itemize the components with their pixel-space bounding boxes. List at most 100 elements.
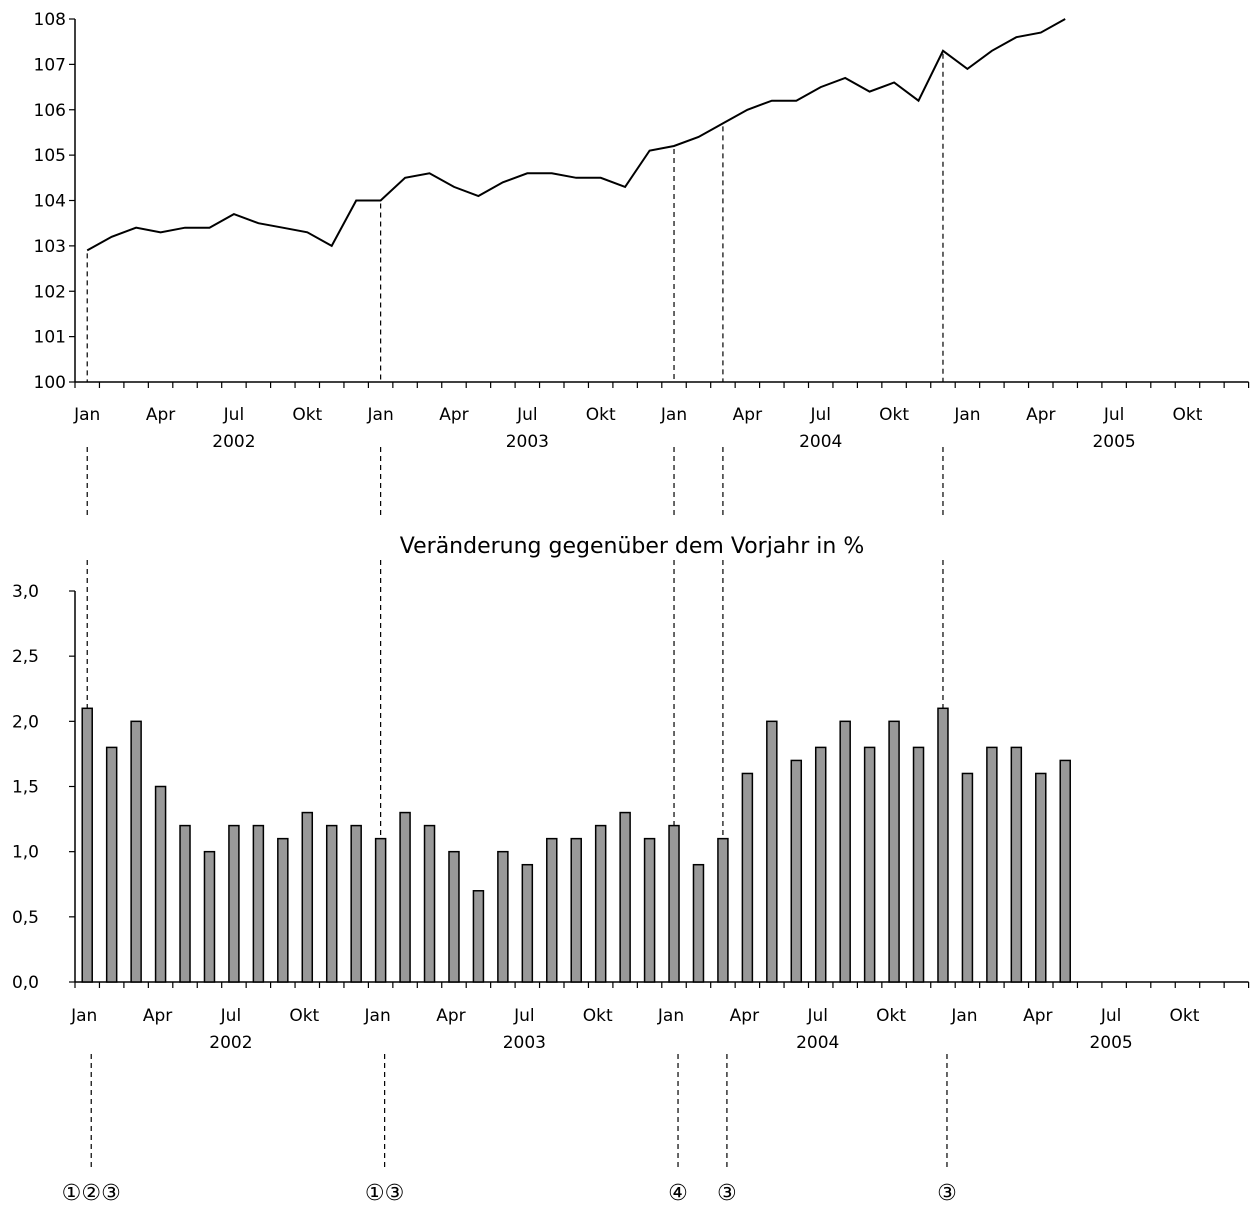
bar-chart-year-label: 2003 [503,1033,546,1053]
line-chart-year-label: 2003 [506,432,549,452]
bar [839,720,851,983]
line-chart-month-label: Jul [516,405,538,425]
line-chart-y-tick-label: 104 [34,192,66,212]
bar [986,746,998,983]
bar-chart-month-label: Okt [289,1006,319,1026]
bar [472,890,485,983]
bar [790,759,803,983]
bar [717,837,729,983]
bar [594,824,607,983]
bar-chart-subtitle: Veränderung gegenüber dem Vorjahr in % [400,534,864,559]
bar [350,824,362,983]
event-marker-label: ③ [937,1181,957,1206]
bar [961,772,974,983]
bar [399,811,411,983]
line-chart-month-label: Okt [292,405,322,425]
line-chart-y-tick-label: 101 [34,328,66,348]
event-marker-label: ④ [668,1181,688,1206]
bar [301,811,314,983]
event-markers: ①②③ ①③ ④ ③ ③ [62,53,957,1206]
bar-chart-y-tick-label: 1,0 [12,843,39,863]
bar [497,850,509,983]
bar [692,863,705,983]
line-chart-y-tick-label: 107 [34,55,66,75]
bar [179,824,191,983]
line-chart-month-label: Apr [1026,405,1055,425]
bar [570,837,582,983]
bar-chart-month-label: Jul [806,1006,828,1026]
bar [1035,772,1047,983]
index-line-chart: 100 101 102 103 104 105 106 107 108 Jan Apr Jul Okt J… [34,10,1250,452]
bar-chart-month-label: Apr [730,1006,759,1026]
bar [81,707,93,983]
line-chart-month-label: Jan [660,405,687,425]
bar [448,850,460,983]
bar [619,811,631,983]
bar-chart-y-tick-label: 1,5 [12,778,39,798]
line-chart-month-label: Apr [439,405,468,425]
bar [252,824,265,983]
line-chart-year-label: 2002 [212,432,255,452]
bar [766,720,778,983]
bar [863,746,876,983]
line-chart-month-label: Jan [953,405,980,425]
bar-chart-month-label: Jul [1100,1006,1122,1026]
bar-chart-y-tick-label: 2,5 [12,647,39,667]
line-chart-year-label: 2005 [1092,432,1135,452]
line-chart-month-label: Apr [146,405,175,425]
bar [521,863,534,983]
bar [203,850,216,983]
event-marker-label: ①③ [365,1181,404,1206]
line-chart-month-label: Jul [1103,405,1125,425]
bar-chart-y-tick-label: 3,0 [12,582,39,602]
line-chart-y-tick-label: 103 [34,237,66,257]
bar-chart-y-tick-label: 0,5 [12,908,39,928]
bar [888,720,900,983]
bar-chart-month-label: Okt [876,1006,906,1026]
line-chart-y-tick-label: 102 [34,282,66,302]
line-chart-month-label: Okt [879,405,909,425]
bar-chart-month-label: Apr [143,1006,172,1026]
bar-chart-month-label: Apr [1023,1006,1052,1026]
line-chart-month-label: Jul [223,405,245,425]
bar-chart-month-label: Apr [436,1006,465,1026]
bar-chart-year-label: 2002 [209,1033,252,1053]
bar [154,785,167,983]
bar [105,746,118,983]
bar-chart-y-tick-label: 2,0 [12,712,39,732]
bar [1059,759,1071,983]
bar-chart-month-label: Jan [950,1006,977,1026]
line-chart-y-tick-label: 100 [34,373,66,393]
line-chart-month-label: Jul [809,405,831,425]
bar-chart-month-label: Okt [583,1006,613,1026]
event-marker-label: ①②③ [62,1181,121,1206]
bar [130,720,142,983]
bar [423,824,436,983]
bar-chart-month-label: Jul [220,1006,242,1026]
bar-chart-month-label: Jan [70,1006,97,1026]
bar [546,837,558,983]
bar [228,824,240,983]
line-chart-month-label: Apr [733,405,762,425]
bar [912,746,925,983]
bar-chart-month-label: Okt [1170,1006,1200,1026]
bar [741,772,754,983]
bar [325,824,338,983]
bar-chart-y-tick-label: 0,0 [12,973,39,993]
bar [814,746,827,983]
line-chart-month-label: Okt [586,405,616,425]
bar [668,824,680,983]
bar-chart-month-label: Jan [364,1006,391,1026]
bar-chart-month-label: Jan [657,1006,684,1026]
line-chart-month-label: Okt [1173,405,1203,425]
bar-chart-year-label: 2004 [796,1033,839,1053]
line-chart-y-tick-label: 106 [34,101,66,121]
bar-chart-year-label: 2005 [1089,1033,1132,1053]
line-chart-year-label: 2004 [799,432,842,452]
line-chart-month-label: Jan [73,405,100,425]
line-chart-month-label: Jan [367,405,394,425]
bar [374,837,387,983]
bar [643,837,656,983]
yoy-bar-chart: Veränderung gegenüber dem Vorjahr in % 0… [12,534,1250,1053]
